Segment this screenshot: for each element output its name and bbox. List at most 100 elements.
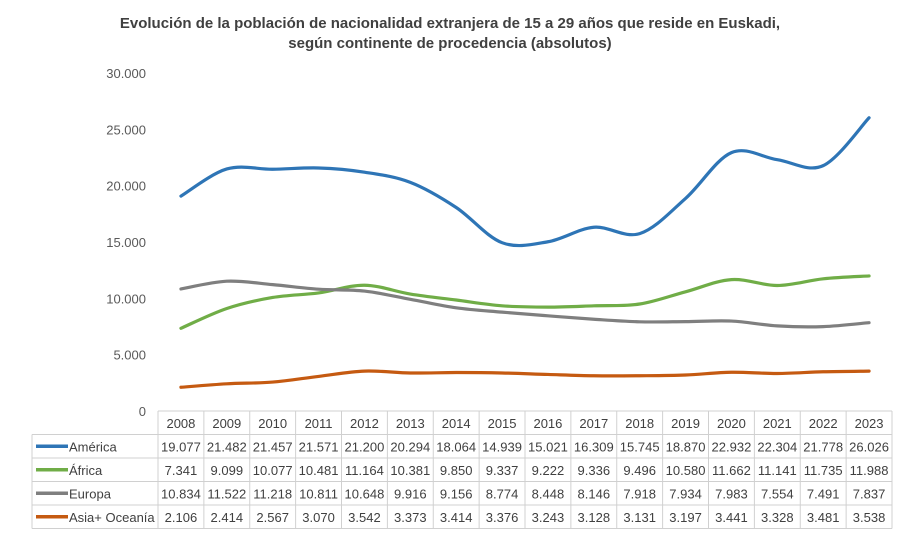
data-label: 9.099 [211,463,244,478]
data-label: 2.414 [211,510,244,525]
data-label: 11.218 [253,486,292,501]
data-label: 7.934 [669,486,702,501]
data-label: 7.491 [807,486,840,501]
y-tick-label: 0 [139,404,146,419]
data-label: 11.662 [712,463,751,478]
legend-label: Asia+ Oceanía [69,510,155,525]
data-label: 3.376 [486,510,519,525]
data-label: 16.309 [574,439,614,454]
data-label: 20.294 [390,439,430,454]
title-line-1: Evolución de la población de nacionalida… [119,15,781,32]
data-label: 7.554 [761,486,794,501]
series-line-asia-oceanía [179,369,871,389]
data-label: 3.070 [302,510,335,525]
x-tick-label: 2008 [166,416,195,431]
data-label: 22.304 [757,439,797,454]
data-label: 2.106 [165,510,198,525]
x-tick-label: 2018 [625,416,654,431]
x-tick-label: 2023 [855,416,884,431]
data-label: 9.916 [394,486,427,501]
x-tick-label: 2022 [809,416,838,431]
data-label: 3.243 [532,510,565,525]
data-label: 3.481 [807,510,840,525]
data-label: 11.141 [758,463,797,478]
x-tick-label: 2011 [305,416,333,431]
data-label: 9.336 [578,463,611,478]
data-label: 7.837 [853,486,886,501]
y-tick-label: 25.000 [106,122,146,137]
data-label: 26.026 [849,439,889,454]
data-label: 3.328 [761,510,794,525]
x-tick-label: 2014 [442,416,471,431]
data-label: 9.156 [440,486,473,501]
data-label: 10.580 [666,463,706,478]
data-label: 7.341 [165,463,198,478]
data-label: 10.077 [253,463,293,478]
x-tick-label: 2017 [579,416,608,431]
data-label: 3.131 [623,510,656,525]
data-label: 10.834 [161,486,201,501]
y-tick-label: 20.000 [106,179,146,194]
data-label: 15.021 [528,439,568,454]
data-label: 18.870 [666,439,706,454]
data-label: 11.164 [345,463,384,478]
y-tick-label: 30.000 [106,66,146,81]
chart-title: Evolución de la población de nacionalida… [0,14,900,54]
data-label: 19.077 [161,439,201,454]
data-label: 8.146 [578,486,611,501]
x-tick-label: 2016 [533,416,562,431]
data-label: 10.381 [390,463,430,478]
data-label: 10.648 [345,486,385,501]
x-tick-label: 2020 [717,416,746,431]
data-label: 11.988 [850,463,889,478]
y-tick-label: 15.000 [106,235,146,250]
data-label: 3.441 [715,510,748,525]
data-label: 9.850 [440,463,473,478]
legend-label: América [69,439,117,454]
title-line-2: según continente de procedencia (absolut… [288,35,612,52]
data-label: 11.522 [207,486,246,501]
legend-label: Europa [69,486,112,501]
data-label: 7.918 [623,486,656,501]
data-label: 9.222 [532,463,565,478]
data-label: 3.538 [853,510,886,525]
data-label: 8.774 [486,486,519,501]
data-label: 3.414 [440,510,473,525]
series-line-áfrica [179,274,871,330]
x-tick-label: 2009 [212,416,241,431]
series-line-europa [179,279,871,329]
data-label: 10.481 [299,463,339,478]
x-tick-label: 2012 [350,416,379,431]
data-label: 10.811 [299,486,338,501]
data-label: 7.983 [715,486,748,501]
x-tick-label: 2015 [488,416,517,431]
data-label: 18.064 [436,439,476,454]
data-label: 21.457 [253,439,293,454]
data-label: 21.482 [207,439,247,454]
data-label: 21.778 [803,439,843,454]
data-label: 3.197 [669,510,702,525]
data-label: 14.939 [482,439,522,454]
x-tick-label: 2013 [396,416,425,431]
data-label: 15.745 [620,439,660,454]
data-label: 9.496 [623,463,656,478]
data-label: 8.448 [532,486,565,501]
x-tick-label: 2019 [671,416,700,431]
data-label: 3.373 [394,510,427,525]
y-tick-label: 5.000 [113,348,146,363]
data-label: 9.337 [486,463,519,478]
y-tick-label: 10.000 [106,291,146,306]
data-label: 22.932 [712,439,752,454]
legend-label: África [69,463,103,478]
data-label: 21.571 [299,439,339,454]
data-label: 3.542 [348,510,381,525]
x-tick-label: 2010 [258,416,287,431]
data-label: 11.735 [804,463,843,478]
data-label: 3.128 [578,510,611,525]
series-line-américa [179,116,871,248]
data-label: 21.200 [345,439,385,454]
data-label: 2.567 [256,510,289,525]
x-tick-label: 2021 [763,416,792,431]
